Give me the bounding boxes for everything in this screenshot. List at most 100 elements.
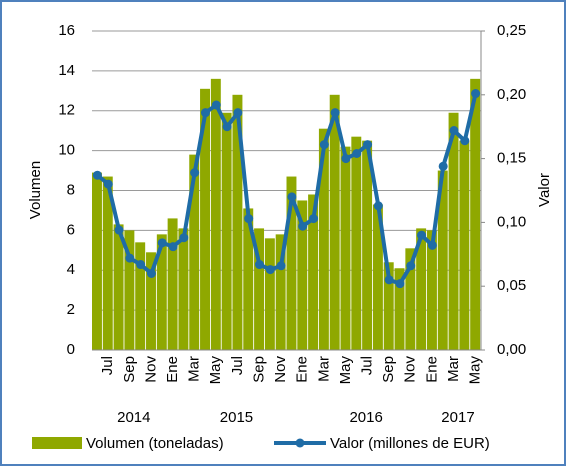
line-marker: [406, 261, 416, 271]
year-label: 2015: [220, 409, 253, 426]
bar: [113, 224, 124, 350]
legend-label: Volumen (toneladas): [86, 435, 224, 452]
y2-tick-label: 0,25: [497, 22, 526, 39]
y-tick-label: 6: [67, 221, 75, 238]
y-tick-label: 12: [58, 102, 75, 119]
x-tick-label: Ene: [294, 356, 311, 383]
line-marker: [200, 108, 210, 118]
bar: [146, 252, 156, 350]
x-tick-label: Ene: [423, 356, 440, 383]
bar: [426, 230, 437, 350]
bar: [297, 200, 308, 350]
y-tick-label: 8: [67, 181, 75, 198]
bar: [340, 146, 351, 350]
line-marker: [330, 108, 340, 118]
bar: [394, 268, 405, 350]
x-tick-label: Sep: [121, 356, 138, 383]
x-tick-label: Mar: [186, 356, 203, 382]
line-marker: [287, 192, 297, 202]
bar: [448, 112, 459, 351]
line-marker: [233, 108, 243, 118]
x-tick-label: Mar: [445, 356, 462, 382]
bar: [351, 136, 362, 350]
line-marker: [373, 201, 383, 211]
y2-tick-label: 0,15: [497, 150, 526, 167]
x-tick-label: Nov: [272, 356, 289, 383]
y2-axis-label: Valor: [536, 173, 553, 207]
x-tick-label: Ene: [164, 356, 181, 383]
line-marker: [395, 279, 405, 289]
y2-tick-label: 0,20: [497, 86, 526, 103]
y2-tick-label: 0,10: [497, 213, 526, 230]
bar: [156, 234, 167, 350]
bar: [329, 94, 340, 350]
line-marker: [114, 225, 124, 235]
bar: [178, 228, 189, 350]
line-marker: [341, 154, 351, 164]
y2-tick-label: 0,05: [497, 277, 526, 294]
bar: [92, 172, 102, 350]
bar: [286, 176, 297, 350]
bar: [275, 234, 286, 350]
y-tick-label: 2: [67, 301, 75, 318]
line-marker: [125, 253, 135, 263]
line-marker: [265, 265, 275, 275]
line-marker: [417, 230, 427, 240]
bar: [372, 204, 383, 350]
bar: [124, 230, 135, 350]
line-marker: [449, 126, 459, 136]
bar: [167, 218, 178, 350]
legend-label: Valor (millones de EUR): [330, 435, 490, 452]
bar: [232, 94, 243, 350]
bar: [416, 228, 427, 350]
line-marker: [244, 214, 254, 224]
line-marker: [157, 238, 167, 248]
line-marker: [103, 179, 113, 189]
x-tick-label: May: [207, 356, 224, 385]
x-tick-label: Sep: [250, 356, 267, 383]
y2-tick-label: 0,00: [497, 341, 526, 358]
x-tick-label: May: [467, 356, 484, 385]
line-marker: [309, 214, 319, 224]
x-tick-label: Nov: [142, 356, 159, 383]
line-marker: [276, 261, 286, 271]
line-marker: [254, 260, 264, 270]
bar: [405, 248, 416, 350]
value-line: [96, 93, 478, 286]
legend-swatch: [32, 437, 82, 449]
bar: [459, 140, 470, 350]
bar: [243, 208, 254, 350]
y-tick-label: 10: [58, 142, 75, 159]
year-label: 2014: [117, 409, 150, 426]
bar: [200, 88, 210, 350]
bar: [362, 140, 373, 350]
line-marker: [427, 240, 437, 250]
x-tick-label: Mar: [315, 356, 332, 382]
line-marker: [298, 221, 308, 231]
year-label: 2016: [349, 409, 382, 426]
y-tick-label: 0: [67, 341, 75, 358]
year-label: 2017: [441, 409, 474, 426]
line-marker: [136, 260, 146, 270]
y-tick-label: 16: [58, 22, 75, 39]
line-marker: [190, 168, 200, 178]
x-tick-label: Nov: [402, 356, 419, 383]
x-tick-label: Jul: [359, 356, 376, 375]
bar: [264, 238, 275, 350]
x-tick-label: Jul: [229, 356, 246, 375]
y-tick-label: 4: [67, 261, 75, 278]
line-marker: [384, 275, 394, 285]
legend-swatch: [295, 438, 305, 448]
bar: [135, 242, 146, 350]
line-marker: [179, 233, 189, 243]
x-tick-label: Sep: [380, 356, 397, 383]
line-marker: [363, 140, 373, 150]
line-marker: [92, 170, 102, 180]
bar: [210, 78, 221, 350]
line-marker: [319, 140, 329, 150]
bar: [318, 128, 329, 350]
line-marker: [211, 100, 221, 110]
line-marker: [222, 122, 232, 132]
bar: [470, 78, 481, 350]
